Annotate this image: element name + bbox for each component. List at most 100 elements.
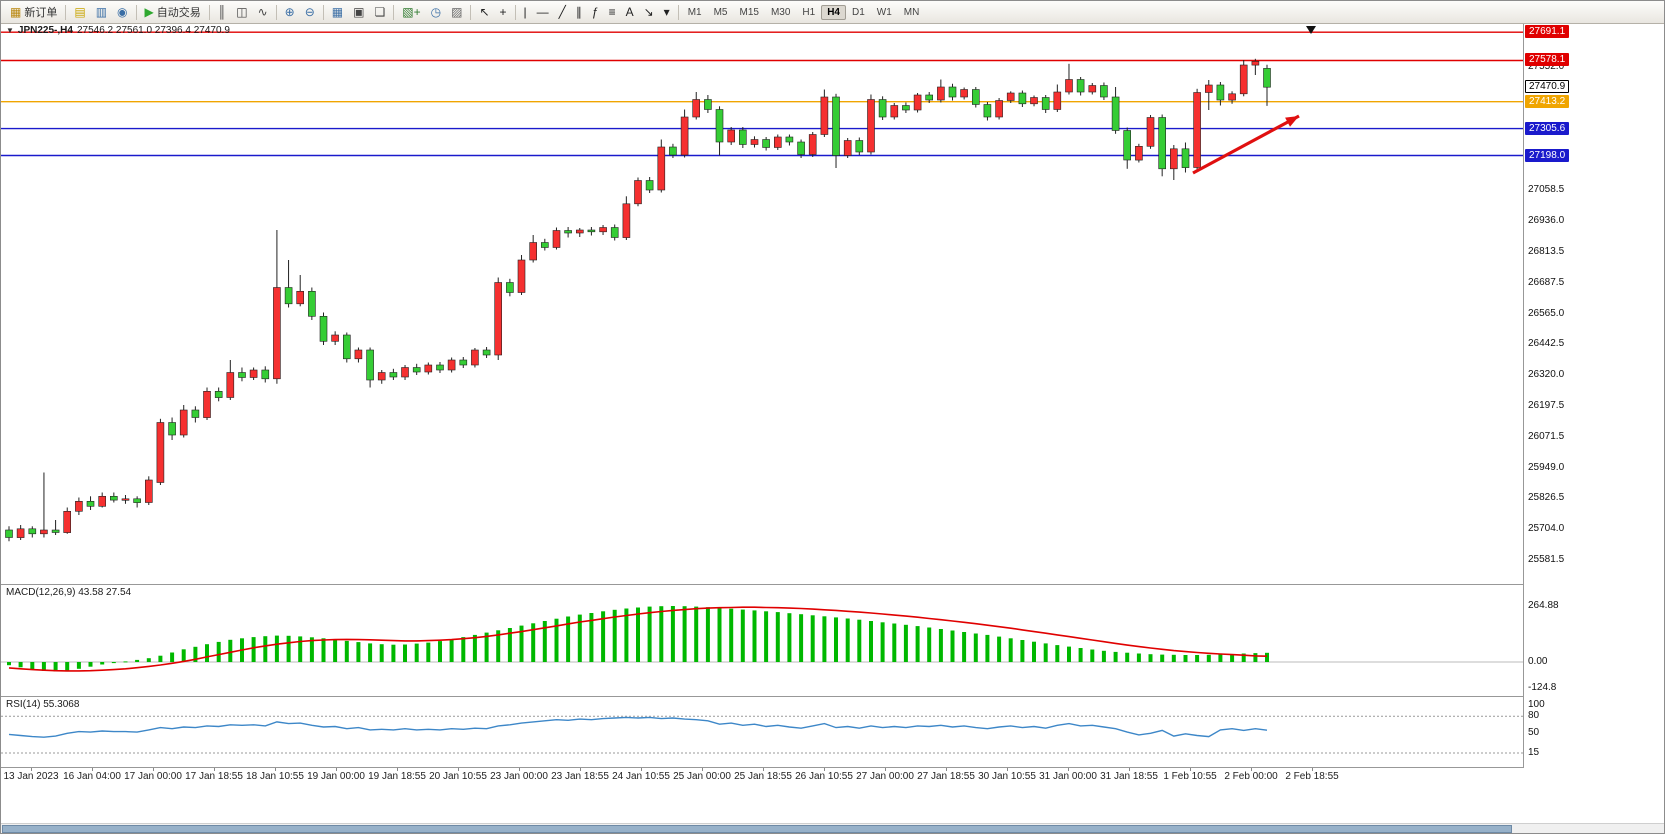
rsi-chart[interactable] (1, 697, 1523, 767)
data-window-icon[interactable]: ▥ (91, 1, 112, 23)
time-tick (641, 768, 642, 771)
rsi-panel[interactable]: RSI(14) 55.3068 (1, 697, 1523, 768)
collapse-icon[interactable]: ▼ (6, 26, 14, 35)
navigator-icon[interactable]: ◉ (112, 1, 132, 23)
horizontal-scrollbar (1, 823, 1664, 833)
crosshair-icon[interactable]: + (495, 1, 512, 23)
horizontal-line-icon[interactable]: — (532, 1, 554, 23)
macd-panel[interactable]: MACD(12,26,9) 43.58 27.54 (1, 585, 1523, 697)
zoom-out-icon[interactable]: ⊖ (300, 1, 320, 23)
market-watch-icon[interactable]: ▤ (69, 1, 90, 23)
price-tick: 26565.0 (1528, 307, 1565, 319)
bar-chart-icon: ║ (217, 5, 227, 19)
bar-chart-icon[interactable]: ║ (213, 1, 232, 23)
arrows-dropdown-icon: ▾ (663, 5, 670, 19)
time-label: 19 Jan 18:55 (368, 771, 426, 782)
scrollbar-thumb[interactable] (2, 825, 1512, 833)
timeframe-h1-button[interactable]: H1 (802, 6, 816, 18)
main-chart-panel[interactable]: ▼ JPN225-,H4 27546.2 27561.0 27396.4 274… (1, 23, 1523, 585)
auto-trading-icon: ▶ (144, 5, 154, 19)
price-tick: 25949.0 (1528, 461, 1565, 473)
timeframe-w1-button[interactable]: W1 (876, 6, 892, 18)
time-label: 25 Jan 18:55 (734, 771, 792, 782)
navigator-icon: ◉ (117, 5, 128, 19)
time-tick (397, 768, 398, 771)
rsi-tick: 15 (1528, 747, 1540, 759)
toolbar-separator (393, 4, 395, 20)
time-tick (1068, 768, 1069, 771)
time-label: 16 Jan 04:00 (63, 771, 121, 782)
time-tick (702, 768, 703, 771)
channel-icon: ∥ (575, 5, 582, 19)
time-label: 19 Jan 00:00 (307, 771, 365, 782)
new-order-button[interactable]: ▦ 新订单 (5, 1, 62, 23)
time-label: 2 Feb 18:55 (1285, 771, 1339, 782)
candlestick-chart-icon[interactable]: ◫ (231, 1, 252, 23)
vertical-line-icon[interactable]: | (519, 1, 532, 23)
cascade-icon: ❏ (374, 5, 386, 19)
auto-trading-button-label: 自动交易 (156, 7, 201, 19)
level-price-label: 27691.1 (1525, 25, 1570, 39)
arrows-dropdown-icon[interactable]: ▾ (659, 1, 675, 23)
cursor-icon: ↖ (479, 5, 490, 19)
text-icon[interactable]: A (621, 1, 639, 23)
cascade-icon[interactable]: ❏ (369, 1, 390, 23)
toolbar-separator (514, 4, 516, 20)
toolbar-separator (677, 4, 679, 20)
shapes-icon[interactable]: ≡ (604, 1, 621, 23)
level-price-label: 27413.2 (1525, 94, 1570, 108)
time-label: 2 Feb 00:00 (1224, 771, 1278, 782)
price-tick: 26320.0 (1528, 369, 1565, 380)
time-label: 30 Jan 10:55 (978, 771, 1036, 782)
time-tick (1007, 768, 1008, 771)
zoom-in-icon[interactable]: ⊕ (280, 1, 300, 23)
timeframe-m30-button[interactable]: M30 (770, 6, 791, 18)
candlestick-chart[interactable] (1, 23, 1523, 584)
price-tick: 27552.0 (1528, 61, 1565, 72)
fibonacci-icon[interactable]: ƒ (587, 1, 604, 23)
time-tick (153, 768, 154, 771)
new-chart-icon[interactable]: ▧+ (397, 1, 425, 23)
timeframe-m5-button[interactable]: M5 (713, 6, 728, 18)
time-axis: 13 Jan 2023 16 Jan 04:00 17 Jan 00:00 17 Ja… (1, 768, 1523, 784)
timeframe-m15-button[interactable]: M15 (739, 6, 759, 18)
auto-trading-button[interactable]: ▶ 自动交易 (140, 1, 206, 23)
line-chart-icon[interactable]: ∿ (253, 1, 273, 23)
time-tick (458, 768, 459, 771)
arrows-tool-icon[interactable]: ↘ (639, 1, 659, 23)
time-label: 18 Jan 10:55 (246, 771, 304, 782)
time-label: 27 Jan 00:00 (856, 771, 914, 782)
macd-tick: 264.88 (1528, 600, 1559, 611)
time-label: 31 Jan 18:55 (1100, 771, 1158, 782)
rsi-tick: 100 (1528, 699, 1545, 710)
auto-arrange-icon: ▣ (353, 5, 365, 19)
time-tick (275, 768, 276, 771)
price-tick: 27058.5 (1528, 184, 1565, 196)
trendline-icon[interactable]: ╱ (554, 1, 571, 23)
time-label: 25 Jan 00:00 (673, 771, 731, 782)
new-order-icon: ▦ (10, 5, 22, 19)
timeframe-mn-button[interactable]: MN (903, 6, 920, 18)
time-tick (946, 768, 947, 771)
rsi-tick: 50 (1528, 727, 1540, 739)
timeframe-m1-button[interactable]: M1 (687, 6, 702, 18)
ohlc-values: 27546.2 27561.0 27396.4 27470.9 (76, 25, 230, 36)
time-tick (31, 768, 32, 771)
auto-arrange-icon[interactable]: ▣ (348, 1, 369, 23)
zoom-in-icon: ⊕ (284, 5, 295, 19)
timeframe-h4-button[interactable]: H4 (821, 4, 846, 20)
timeframe-d1-button[interactable]: D1 (852, 6, 865, 18)
period-clock-icon[interactable]: ◷ (426, 1, 446, 23)
macd-tick: 0.00 (1528, 656, 1548, 667)
right-empty-strip (1571, 23, 1664, 833)
price-tick: 25704.0 (1528, 523, 1565, 534)
channel-icon[interactable]: ∥ (571, 1, 587, 23)
snapshot-icon[interactable]: ▨ (446, 1, 467, 23)
crosshair-icon: + (499, 5, 507, 19)
tile-windows-icon[interactable]: ▦ (327, 1, 348, 23)
time-tick (1251, 768, 1252, 771)
candlestick-chart-icon: ◫ (236, 5, 248, 19)
time-label: 23 Jan 00:00 (490, 771, 548, 782)
cursor-icon[interactable]: ↖ (474, 1, 494, 23)
macd-chart[interactable] (1, 585, 1523, 696)
